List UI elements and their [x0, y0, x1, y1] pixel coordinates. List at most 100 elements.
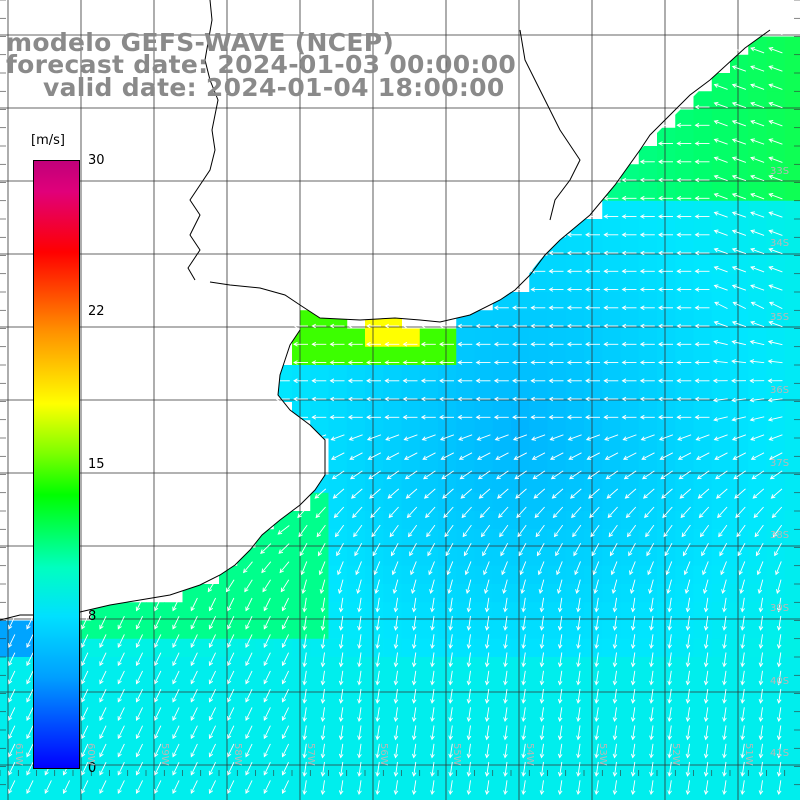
wind-arrow: [694, 341, 710, 347]
wind-arrow: [448, 725, 453, 741]
speed-cell: [237, 638, 256, 658]
speed-cell: [109, 620, 129, 640]
wind-arrow: [263, 616, 271, 630]
wind-arrow: [521, 634, 526, 650]
wind-arrow: [717, 506, 728, 519]
wind-arrow: [694, 323, 710, 329]
wind-arrow: [410, 579, 417, 595]
wind-arrow: [630, 670, 636, 686]
wind-arrow: [557, 725, 563, 741]
speed-cell: [638, 638, 658, 658]
wind-arrow: [536, 542, 545, 557]
speed-cell: [657, 584, 676, 603]
wind-arrow: [389, 524, 399, 538]
wind-arrow: [320, 670, 326, 686]
wind-arrow: [334, 524, 345, 538]
wind-arrow: [245, 762, 253, 776]
wind-arrow: [535, 524, 545, 538]
wind-arrow: [338, 597, 344, 613]
wind-arrow: [758, 743, 764, 759]
speed-cell: [529, 675, 548, 694]
wind-arrow: [566, 250, 582, 256]
wind-arrow: [736, 524, 746, 538]
speed-cell: [657, 438, 676, 457]
speed-cell: [164, 620, 183, 640]
speed-cell: [584, 693, 603, 713]
wind-arrow: [245, 780, 253, 794]
speed-cell: [419, 511, 439, 530]
speed-cell: [492, 529, 512, 548]
speed-cell: [146, 657, 165, 676]
wind-arrow: [621, 177, 637, 183]
speed-cell: [766, 401, 786, 421]
speed-cell: [109, 675, 129, 694]
speed-cell: [346, 730, 366, 749]
wind-arrow: [375, 707, 380, 723]
wind-arrow: [263, 652, 271, 667]
wind-arrow: [375, 652, 380, 668]
wind-arrow: [703, 652, 709, 668]
wind-arrow: [483, 561, 490, 576]
wind-arrow: [658, 177, 673, 183]
wind-arrow: [539, 652, 545, 668]
wind-arrow: [768, 174, 783, 182]
speed-cell: [474, 693, 494, 713]
wind-arrow: [740, 652, 745, 668]
wind-arrow: [190, 652, 198, 667]
wind-arrow: [749, 397, 765, 403]
speed-cell: [419, 492, 439, 512]
speed-cell: [675, 675, 694, 694]
wind-arrow: [731, 47, 747, 54]
wind-arrow: [81, 762, 89, 776]
wind-arrow: [521, 652, 526, 668]
speed-cell: [693, 620, 713, 640]
speed-cell: [438, 711, 457, 731]
wind-arrow: [740, 707, 745, 723]
wind-arrow: [768, 247, 783, 255]
wind-arrow: [611, 579, 618, 595]
wind-arrow: [329, 360, 345, 365]
speed-cell: [584, 711, 603, 731]
wind-arrow: [392, 579, 399, 595]
wind-arrow: [320, 725, 326, 741]
wind-arrow: [566, 378, 582, 384]
wind-arrow: [135, 707, 144, 721]
wind-arrow: [676, 177, 692, 183]
wind-arrow: [280, 579, 290, 593]
wind-arrow: [260, 543, 272, 554]
speed-cell: [620, 474, 640, 494]
wind-arrow: [320, 615, 326, 631]
lat-label-35s: 35S: [770, 312, 790, 323]
wind-arrow: [357, 597, 362, 613]
speed-cell: [584, 638, 603, 658]
wind-arrow: [740, 688, 745, 704]
wind-arrow: [371, 524, 381, 538]
speed-cell: [492, 602, 512, 621]
wind-arrow: [767, 416, 783, 422]
wind-arrow: [676, 268, 692, 274]
wind-arrow: [329, 323, 345, 329]
wind-arrow: [227, 707, 235, 721]
wind-arrow: [548, 268, 564, 274]
wind-arrow: [658, 378, 673, 384]
wind-arrow: [713, 120, 728, 127]
wind-arrow: [722, 725, 727, 741]
wind-arrow: [539, 634, 545, 650]
speed-cell: [730, 529, 749, 548]
speed-cell: [766, 547, 786, 567]
speed-cell: [492, 638, 512, 658]
wind-arrow: [685, 615, 691, 631]
wind-arrow: [667, 670, 672, 686]
speed-cell: [638, 602, 658, 621]
wind-arrow: [722, 615, 727, 631]
speed-cell: [748, 54, 767, 74]
speed-cell: [0, 711, 19, 731]
speed-cell: [529, 693, 548, 713]
wind-arrow: [612, 615, 618, 631]
wind-arrow: [347, 414, 363, 420]
speed-cell: [784, 602, 800, 621]
wind-arrow: [576, 725, 581, 741]
wind-arrow: [484, 670, 490, 686]
wind-arrow: [263, 762, 271, 776]
